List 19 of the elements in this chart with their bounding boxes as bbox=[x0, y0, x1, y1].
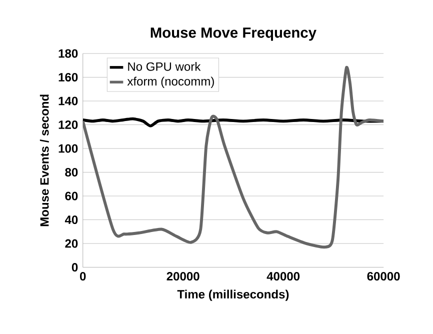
y-tick-label: 140 bbox=[58, 96, 78, 106]
y-tick-label: 180 bbox=[58, 49, 78, 58]
x-tick-label: 40000 bbox=[266, 272, 300, 280]
y-tick-label: 40 bbox=[64, 215, 78, 224]
y-tick-label: 0 bbox=[72, 262, 78, 272]
y-tick-label: 160 bbox=[58, 72, 78, 82]
x-tick-label: 20000 bbox=[166, 272, 200, 280]
chart-title: Mouse Move Frequency bbox=[150, 28, 316, 41]
x-tick-label: 60000 bbox=[367, 272, 400, 280]
x-tick-label: 0 bbox=[80, 272, 86, 280]
y-tick-label: 20 bbox=[65, 239, 78, 248]
legend-label: xform (nocomm) bbox=[127, 76, 214, 88]
y-tick-label: 60 bbox=[65, 192, 78, 200]
y-tick-label: 100 bbox=[58, 144, 78, 153]
x-axis-title: Time (milliseconds) bbox=[177, 290, 289, 301]
legend-label: No GPU work bbox=[128, 62, 201, 71]
y-axis-title: Mouse Events / second bbox=[40, 94, 49, 226]
y-tick-label: 120 bbox=[58, 120, 78, 129]
y-tick-label: 80 bbox=[65, 168, 78, 176]
